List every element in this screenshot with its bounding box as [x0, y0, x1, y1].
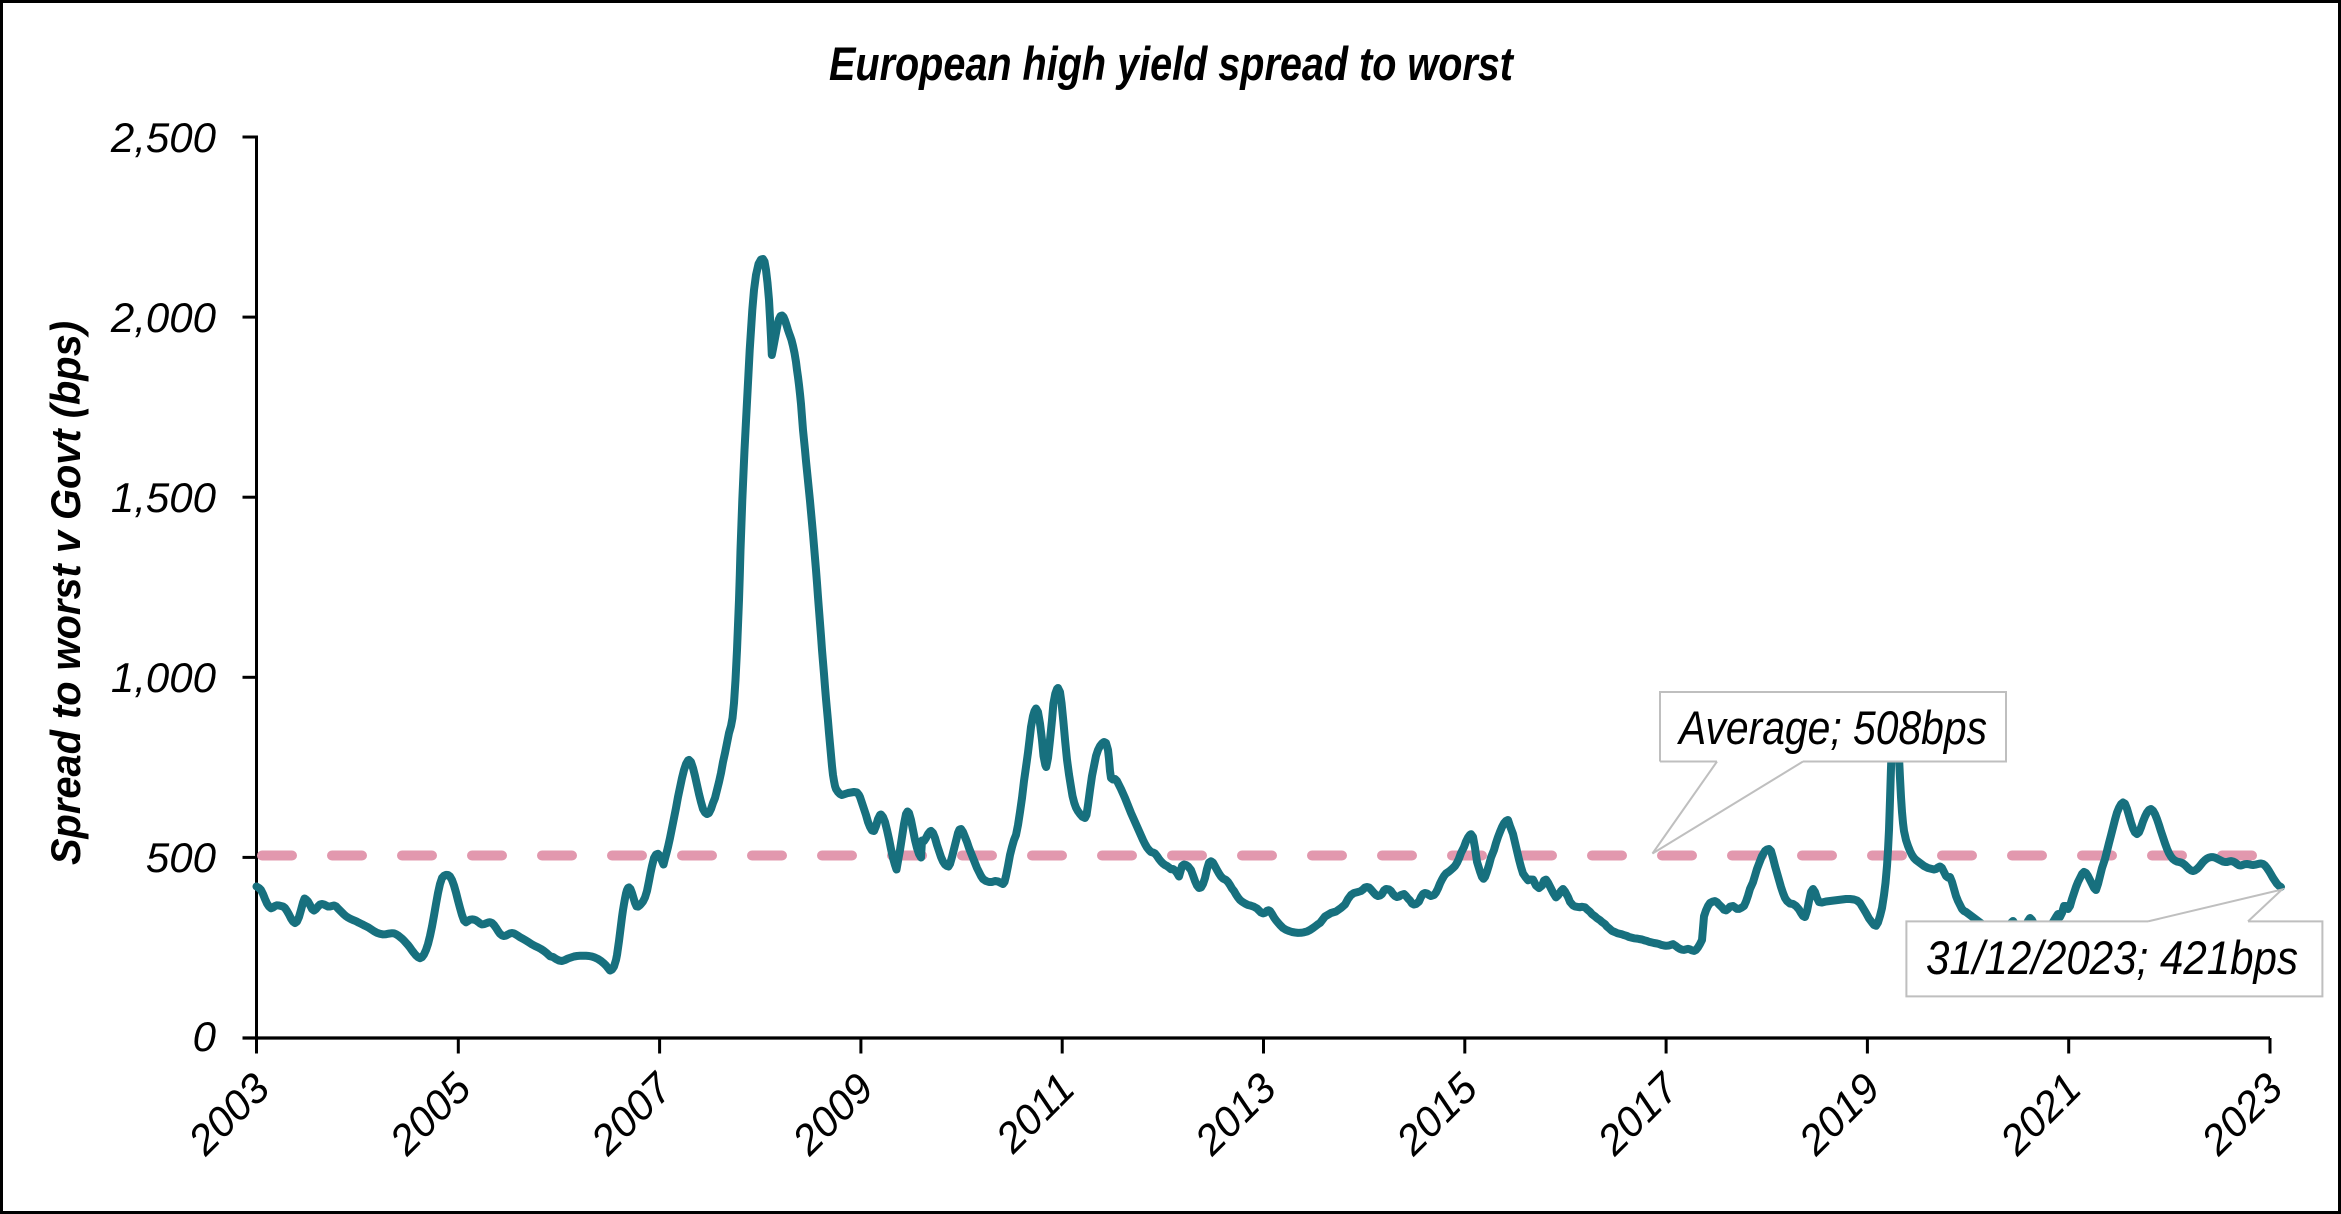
svg-text:1,500: 1,500 — [111, 474, 217, 521]
svg-text:European high yield spread to: European high yield spread to worst — [829, 37, 1515, 90]
svg-text:1,000: 1,000 — [111, 654, 217, 701]
svg-text:Average; 508bps: Average; 508bps — [1676, 701, 1987, 754]
svg-text:0: 0 — [193, 1013, 217, 1060]
svg-text:31/12/2023; 421bps: 31/12/2023; 421bps — [1926, 931, 2298, 984]
svg-text:Spread to worst v Govt (bps): Spread to worst v Govt (bps) — [42, 321, 89, 865]
svg-text:500: 500 — [146, 834, 217, 881]
svg-text:2,000: 2,000 — [110, 294, 217, 341]
svg-text:2,500: 2,500 — [110, 114, 217, 161]
